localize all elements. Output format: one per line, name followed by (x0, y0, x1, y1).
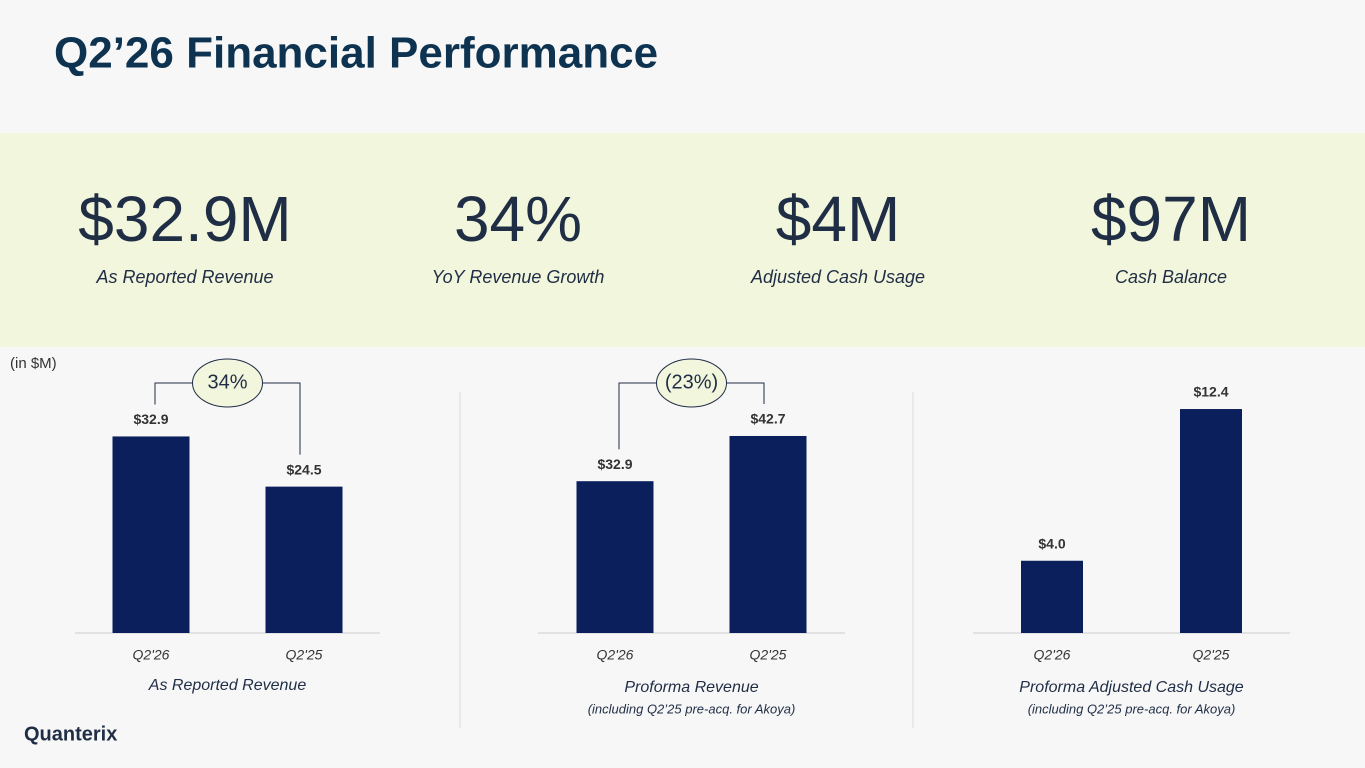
chart-note: (including Q2’25 pre-acq. for Akoya) (1028, 701, 1236, 716)
data-label: $12.4 (1193, 384, 1228, 400)
x-tick-label: Q2'26 (1034, 647, 1071, 663)
kpi-value: $32.9M (78, 183, 291, 255)
x-tick-label: Q2'26 (597, 647, 634, 663)
annotation: 34% (207, 371, 247, 393)
kpi-label: As Reported Revenue (95, 267, 273, 287)
unit-note: (in $M) (10, 355, 57, 372)
data-label: $4.0 (1038, 535, 1065, 551)
kpi-label: Cash Balance (1115, 267, 1227, 287)
x-tick-label: Q2'26 (133, 647, 170, 663)
bar (1021, 560, 1083, 633)
data-label: $42.7 (750, 411, 785, 427)
kpi-band (0, 133, 1365, 347)
bar (265, 486, 343, 633)
bar (1180, 409, 1242, 633)
chart-subtitle: Proforma Adjusted Cash Usage (1019, 679, 1244, 696)
annotation: (23%) (665, 371, 718, 393)
chart-note: (including Q2’25 pre-acq. for Akoya) (588, 701, 796, 716)
x-tick-label: Q2'25 (750, 647, 787, 663)
kpi-label: YoY Revenue Growth (432, 267, 605, 287)
data-label: $24.5 (286, 461, 321, 477)
data-label: $32.9 (133, 411, 168, 427)
bar (112, 436, 190, 633)
kpi-label: Adjusted Cash Usage (750, 267, 925, 287)
annotation-bubble (192, 358, 263, 408)
slide-title: Q2’26 Financial Performance (54, 29, 658, 78)
connector (154, 382, 301, 455)
connector (618, 382, 765, 450)
annotation-bubble (656, 358, 727, 408)
x-tick-label: Q2'25 (1193, 647, 1230, 663)
data-label: $32.9 (597, 456, 632, 472)
chart-subtitle: Proforma Revenue (624, 679, 758, 696)
kpi-value: $97M (1091, 183, 1251, 255)
logo: Quanterix (24, 723, 117, 745)
kpi-value: $4M (776, 183, 901, 255)
chart-subtitle: As Reported Revenue (148, 677, 307, 694)
kpi-value: 34% (454, 183, 582, 255)
x-tick-label: Q2'25 (286, 647, 323, 663)
bar (729, 435, 807, 633)
bar (576, 481, 654, 633)
